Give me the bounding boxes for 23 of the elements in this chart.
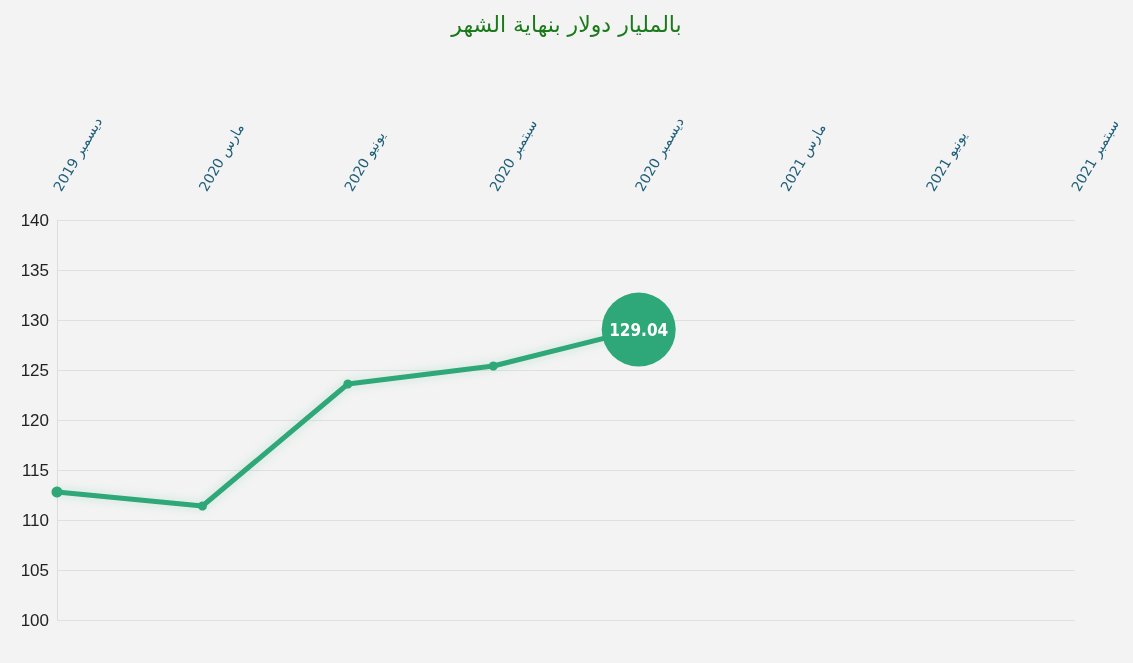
x-tick-label: مارس 2021 — [777, 120, 830, 195]
x-tick-label: مارس 2020 — [195, 120, 249, 195]
chart-title: بالمليار دولار بنهاية الشهر — [450, 11, 682, 37]
x-tick-label: يونيو 2021 — [922, 128, 971, 195]
x-tick-label: سبتمبر 2020 — [486, 116, 542, 195]
y-tick-label: 135 — [20, 260, 49, 280]
y-tick-label: 115 — [21, 460, 49, 480]
data-label: 129.04 — [609, 319, 669, 340]
x-tick-label: يونيو 2020 — [340, 128, 389, 195]
y-tick-label: 125 — [20, 360, 49, 380]
y-tick-label: 120 — [20, 410, 49, 430]
y-tick-label: 110 — [21, 510, 49, 530]
point — [343, 379, 353, 389]
x-tick-label: ديسمبر 2020 — [631, 114, 688, 195]
y-tick-label: 100 — [20, 610, 49, 630]
y-tick-label: 130 — [20, 310, 49, 330]
point — [51, 486, 63, 498]
x-tick-label: ديسمبر 2019 — [50, 114, 107, 195]
point — [197, 501, 207, 511]
point — [488, 361, 498, 371]
y-tick-label: 140 — [20, 210, 49, 230]
y-tick-label: 105 — [20, 560, 49, 580]
x-tick-label: سبتمبر 2021 — [1068, 116, 1123, 195]
